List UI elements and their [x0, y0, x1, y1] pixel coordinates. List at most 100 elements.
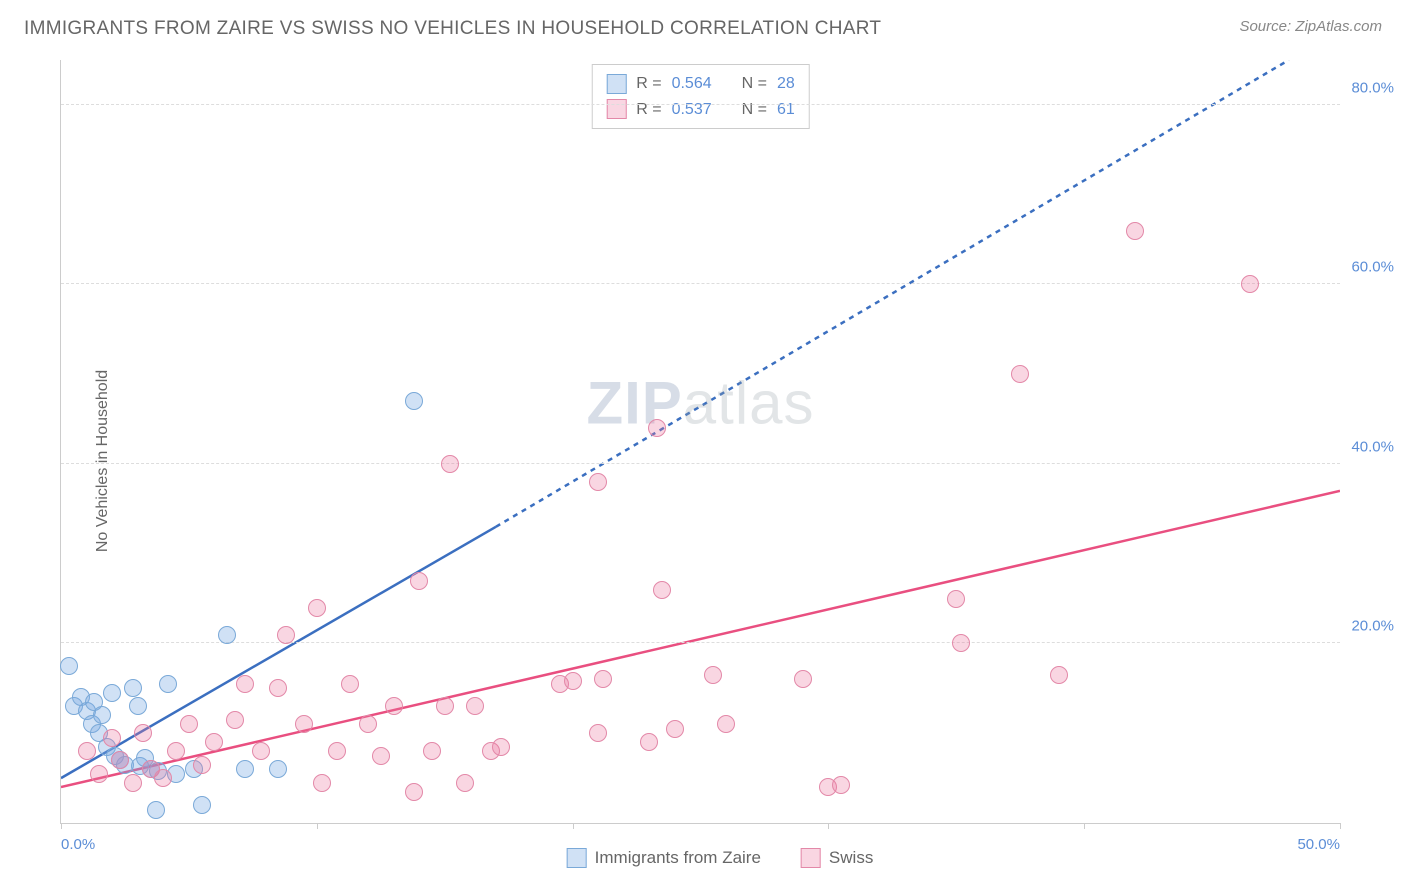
legend-row: R =0.564N =28 — [606, 71, 795, 97]
legend-swatch — [801, 848, 821, 868]
x-tick — [1084, 823, 1085, 829]
data-point — [328, 742, 346, 760]
data-point — [277, 626, 295, 644]
data-point — [111, 751, 129, 769]
data-point — [564, 672, 582, 690]
legend-swatch — [567, 848, 587, 868]
data-point — [423, 742, 441, 760]
x-tick — [61, 823, 62, 829]
plot-area: ZIPatlas R =0.564N =28R =0.537N =61 20.0… — [60, 60, 1340, 824]
data-point — [952, 634, 970, 652]
data-point — [147, 801, 165, 819]
r-label: R = — [636, 97, 661, 123]
data-point — [1126, 222, 1144, 240]
grid-line — [61, 463, 1340, 464]
watermark-atlas: atlas — [683, 370, 815, 437]
data-point — [154, 769, 172, 787]
data-point — [269, 679, 287, 697]
data-point — [640, 733, 658, 751]
series-legend-item: Immigrants from Zaire — [567, 848, 761, 868]
trend-line-dashed — [496, 60, 1289, 527]
data-point — [832, 776, 850, 794]
y-tick-label: 20.0% — [1351, 618, 1394, 635]
series-legend-item: Swiss — [801, 848, 873, 868]
data-point — [405, 783, 423, 801]
y-tick-label: 80.0% — [1351, 79, 1394, 96]
data-point — [405, 392, 423, 410]
data-point — [704, 666, 722, 684]
r-label: R = — [636, 71, 661, 97]
n-value: 61 — [777, 97, 795, 123]
data-point — [466, 697, 484, 715]
data-point — [103, 729, 121, 747]
trend-lines — [61, 60, 1340, 823]
data-point — [341, 675, 359, 693]
data-point — [193, 756, 211, 774]
data-point — [410, 572, 428, 590]
n-value: 28 — [777, 71, 795, 97]
data-point — [456, 774, 474, 792]
data-point — [313, 774, 331, 792]
legend-row: R = 0.537 N = 61 — [606, 97, 795, 123]
x-tick — [828, 823, 829, 829]
data-point — [124, 774, 142, 792]
grid-line — [61, 642, 1340, 643]
data-point — [594, 670, 612, 688]
x-tick-label: 50.0% — [1297, 836, 1340, 853]
data-point — [1241, 275, 1259, 293]
trend-line — [61, 491, 1340, 787]
x-tick — [1340, 823, 1341, 829]
data-point — [1011, 365, 1029, 383]
x-tick — [317, 823, 318, 829]
x-tick-label: 0.0% — [61, 836, 95, 853]
data-point — [1050, 666, 1068, 684]
data-point — [666, 720, 684, 738]
data-point — [653, 581, 671, 599]
data-point — [359, 715, 377, 733]
r-value: 0.537 — [672, 97, 712, 123]
data-point — [717, 715, 735, 733]
watermark: ZIPatlas — [586, 369, 814, 438]
data-point — [218, 626, 236, 644]
data-point — [93, 706, 111, 724]
n-label: N = — [742, 97, 767, 123]
y-tick-label: 60.0% — [1351, 259, 1394, 276]
data-point — [947, 590, 965, 608]
data-point — [78, 742, 96, 760]
data-point — [205, 733, 223, 751]
series-label: Swiss — [829, 848, 873, 868]
data-point — [167, 742, 185, 760]
data-point — [103, 684, 121, 702]
x-tick — [573, 823, 574, 829]
data-point — [236, 675, 254, 693]
data-point — [90, 765, 108, 783]
data-point — [226, 711, 244, 729]
series-legend: Immigrants from Zaire Swiss — [567, 848, 874, 868]
data-point — [589, 724, 607, 742]
data-point — [589, 473, 607, 491]
page-title: IMMIGRANTS FROM ZAIRE VS SWISS NO VEHICL… — [24, 18, 881, 40]
trend-line — [61, 527, 496, 778]
data-point — [269, 760, 287, 778]
data-point — [372, 747, 390, 765]
legend-swatch — [606, 74, 626, 94]
correlation-legend: R = 0.564 N = 28R = 0.537 N = 61 — [591, 64, 810, 129]
data-point — [648, 419, 666, 437]
watermark-zip: ZIP — [586, 370, 682, 437]
legend-swatch — [606, 99, 626, 119]
chart-container: No Vehicles in Household ZIPatlas R =0.5… — [50, 50, 1390, 872]
data-point — [124, 679, 142, 697]
data-point — [129, 697, 147, 715]
data-point — [159, 675, 177, 693]
data-point — [436, 697, 454, 715]
grid-line — [61, 283, 1340, 284]
series-label: Immigrants from Zaire — [595, 848, 761, 868]
data-point — [492, 738, 510, 756]
data-point — [295, 715, 313, 733]
r-value: 0.564 — [672, 71, 712, 97]
data-point — [441, 455, 459, 473]
data-point — [252, 742, 270, 760]
grid-line — [61, 104, 1340, 105]
data-point — [385, 697, 403, 715]
data-point — [134, 724, 152, 742]
